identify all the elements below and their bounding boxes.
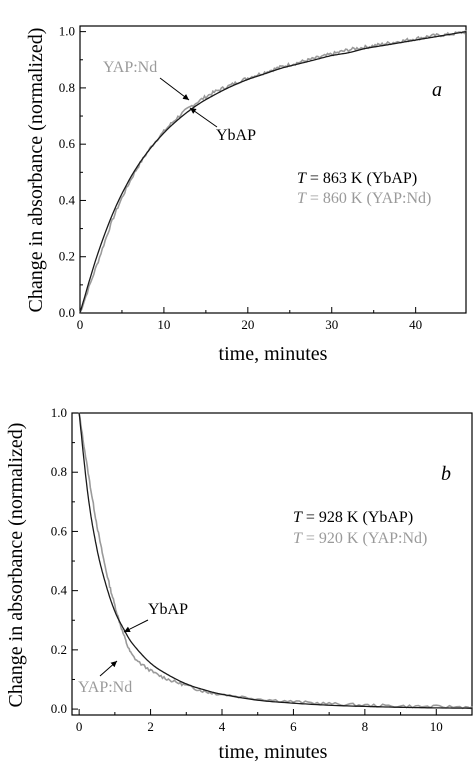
panel-b: 0 2 4 6 8 100.00.20.40.60.81.0 time, minutes … bbox=[5, 405, 473, 763]
panel-b-ylabel: Change in absorbance (normalized) bbox=[5, 423, 27, 708]
panel-a-x-tick-label: 40 bbox=[409, 317, 422, 332]
panel-b-x-tick-label: 4 bbox=[219, 719, 226, 734]
panel-b-plot-frame bbox=[71, 412, 473, 716]
panel-a-series-ybap bbox=[79, 30, 467, 314]
panel-a-x-tick-label: 30 bbox=[325, 317, 338, 332]
panel-a-ybap-label: YbAP bbox=[216, 127, 256, 144]
panel-a-letter: a bbox=[432, 79, 442, 101]
panel-a-temp-yapnd-text: = 860 K (YAP:Nd) bbox=[306, 190, 431, 207]
panel-a-temp-ybap-var: T bbox=[297, 170, 307, 187]
panel-b-temp-yapnd-text: = 920 K (YAP:Nd) bbox=[302, 530, 427, 547]
panel-a-x-tick-label: 0 bbox=[77, 317, 84, 332]
panel-b-y-tick-label: 0.0 bbox=[51, 701, 67, 716]
panel-b-xlabel: time, minutes bbox=[219, 741, 328, 763]
panel-b-temp-ybap-var: T bbox=[293, 509, 303, 526]
panel-b-series-yapnd bbox=[78, 412, 473, 710]
panel-a-x-tick-label: 10 bbox=[157, 317, 170, 332]
panel-b-y-tick-label: 0.4 bbox=[51, 583, 68, 598]
panel-b-x-tick-label: 8 bbox=[362, 719, 369, 734]
panel-a-y-tick-label: 0.6 bbox=[59, 136, 76, 151]
panel-a-ylabel: Change in absorbance (normalized) bbox=[25, 28, 47, 313]
panel-a-ybap-arrow bbox=[189, 107, 218, 128]
panel-b-y-tick-label: 0.2 bbox=[51, 642, 67, 657]
panel-b-y-tick-label: 0.8 bbox=[51, 464, 67, 479]
panel-a-xlabel: time, minutes bbox=[219, 343, 328, 365]
panel-b-y-tick-label: 0.6 bbox=[51, 523, 68, 538]
panel-a-plot-frame bbox=[79, 25, 467, 314]
panel-a-ticks: 0 10 20 30 40 0.0 0.2 0.4 0.6 0.8 1.0 bbox=[59, 24, 422, 332]
panel-b-temp-yapnd-var: T bbox=[293, 530, 303, 547]
panel-b-series bbox=[78, 412, 473, 710]
panel-b-x-tick-label: 10 bbox=[430, 719, 443, 734]
panel-b-ybap-label: YbAP bbox=[148, 601, 188, 618]
panel-a-temp-yapnd-var: T bbox=[297, 190, 307, 207]
panel-b-yapnd-arrow bbox=[99, 660, 118, 677]
panel-b-x-tick-label: 0 bbox=[76, 719, 83, 734]
panel-b-letter: b bbox=[441, 463, 451, 485]
panel-a-y-tick-label: 1.0 bbox=[59, 24, 75, 39]
panel-b-ticks: 0 2 4 6 8 10 0.0 0.2 0.4 0.6 0.8 1.0 bbox=[51, 405, 443, 734]
panel-b-temp-ybap: T = 928 K (YbAP) bbox=[293, 509, 413, 526]
panel-a-x-tick-label: 20 bbox=[241, 317, 254, 332]
panel-b-x-tick-label: 2 bbox=[147, 719, 154, 734]
panel-a-yapnd-arrow bbox=[159, 77, 190, 101]
panel-b-ybap-arrow bbox=[123, 619, 149, 633]
panel-b-temp-ybap-text: = 928 K (YbAP) bbox=[302, 509, 413, 526]
panel-a-y-tick-label: 0.8 bbox=[59, 80, 75, 95]
panel-b-yapnd-label: YAP:Nd bbox=[78, 679, 132, 696]
panel-a-temp-yapnd: T = 860 K (YAP:Nd) bbox=[297, 190, 431, 207]
panel-b-x-tick-label: 6 bbox=[290, 719, 297, 734]
panel-a-temp-ybap-text: = 863 K (YbAP) bbox=[306, 170, 417, 187]
panel-a-yapnd-label: YAP:Nd bbox=[103, 59, 157, 76]
panel-a-series bbox=[79, 29, 467, 314]
panel-a-y-tick-label: 0.0 bbox=[59, 305, 75, 320]
panel-a-temp-ybap: T = 863 K (YbAP) bbox=[297, 170, 417, 187]
panel-a-y-tick-label: 0.2 bbox=[59, 249, 75, 264]
panel-a: 0 10 20 30 40 0.0 0.2 0.4 0.6 0.8 1.0 time, minute… bbox=[25, 24, 467, 365]
panel-b-y-tick-label: 1.0 bbox=[51, 405, 67, 420]
panel-b-temp-yapnd: T = 920 K (YAP:Nd) bbox=[293, 530, 427, 547]
panel-b-series-ybap bbox=[78, 412, 472, 709]
panel-a-y-tick-label: 0.4 bbox=[59, 192, 76, 207]
